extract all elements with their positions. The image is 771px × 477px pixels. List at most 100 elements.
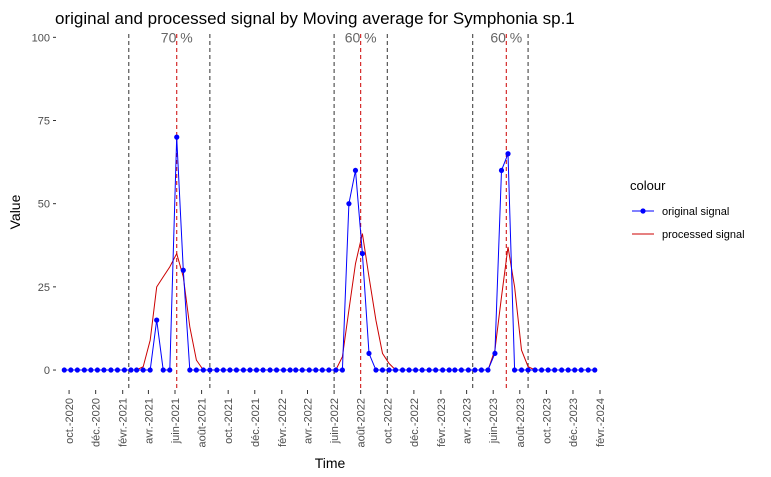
original-signal-point [419, 367, 425, 373]
vertical-reference-lines [128, 34, 529, 390]
original-signal-point [280, 367, 287, 373]
original-signal-point [359, 250, 366, 257]
original-signal-point [313, 367, 319, 373]
original-signal-point [233, 367, 240, 373]
x-tick-label: déc.-2023 [568, 398, 580, 447]
x-tick-label: avr.-2022 [303, 398, 315, 444]
original-signal-point [253, 367, 260, 373]
original-signal-point [552, 367, 558, 373]
x-tick-label: juin-2023 [488, 398, 500, 444]
x-tick-label: oct.-2022 [382, 398, 394, 444]
original-signal-point [227, 367, 233, 373]
original-signal-point [518, 367, 525, 373]
original-signal-point [379, 367, 386, 373]
original-signal-point [392, 367, 399, 373]
x-tick-label: févr.-2022 [277, 398, 289, 447]
original-signal-point [505, 151, 511, 157]
original-signal-point [498, 167, 505, 174]
original-signal-point [346, 201, 352, 207]
original-signal-point [532, 367, 538, 373]
processed-signal-line [64, 233, 595, 371]
original-signal-point [287, 367, 293, 373]
original-signal-point [267, 367, 273, 373]
original-signal-point [68, 367, 74, 373]
original-signal-point [187, 367, 193, 373]
original-signal-point [88, 367, 94, 373]
original-signal-point [174, 134, 180, 140]
x-tick-label: oct.-2021 [223, 398, 235, 444]
x-tick-label: août-2023 [515, 398, 527, 448]
original-signal-line [64, 137, 595, 371]
original-signal-point [538, 367, 545, 373]
original-signal-point [433, 367, 439, 373]
x-tick-label: févr.-2024 [595, 398, 607, 447]
original-signal-point [128, 367, 134, 373]
original-signal-point [121, 367, 128, 373]
original-signal-point [399, 367, 406, 373]
original-signal-point [525, 367, 531, 373]
original-signal-point [299, 367, 305, 373]
original-signal-point [511, 367, 518, 373]
legend: colour original signal processed signal [630, 178, 745, 241]
series-layer [61, 134, 598, 373]
x-axis: oct.-2020 déc.-2020 févr.-2021 avr.-2021 jui… [64, 390, 607, 448]
original-signal-point [545, 367, 551, 373]
x-tick-label: juin-2022 [329, 398, 341, 444]
original-signal-point [352, 167, 359, 174]
original-signal-point [478, 367, 485, 373]
y-axis: 0 25 50 75 100 [32, 32, 56, 377]
original-signal-point [572, 367, 578, 373]
original-signal-point [140, 367, 146, 373]
original-signal-point [167, 367, 173, 373]
original-signal-point [366, 350, 372, 357]
y-tick-label: 50 [38, 199, 50, 211]
x-tick-label: juin-2021 [170, 398, 182, 444]
original-signal-point [426, 367, 432, 373]
original-signal-point [458, 367, 464, 373]
original-signal-point [247, 367, 253, 373]
original-signal-point [339, 367, 345, 373]
original-signal-point [565, 367, 571, 373]
legend-label-processed: processed signal [662, 229, 745, 241]
peak-percentage-label: 70 % [161, 29, 193, 45]
legend-item-processed: processed signal [632, 229, 745, 241]
legend-title: colour [630, 178, 666, 193]
x-axis-label: Time [315, 455, 346, 471]
x-tick-label: avr.-2021 [143, 398, 155, 444]
original-signal-point [220, 367, 226, 373]
original-signal-point [114, 367, 121, 373]
original-signal-point [440, 367, 446, 373]
original-signal-point [578, 367, 584, 373]
x-tick-label: févr.-2021 [118, 398, 130, 447]
original-signal-point [61, 367, 67, 373]
y-tick-label: 0 [44, 365, 50, 377]
original-signal-point [214, 367, 220, 373]
x-tick-label: févr.-2023 [436, 398, 448, 447]
y-tick-label: 100 [32, 32, 50, 44]
original-signal-point [592, 367, 598, 373]
original-signal-point [306, 367, 312, 373]
original-signal-point [333, 367, 339, 373]
original-signal-point [154, 317, 160, 323]
x-tick-label: août-2022 [356, 398, 368, 448]
original-signal-point [180, 267, 186, 273]
original-signal-point [472, 367, 478, 373]
original-signal-point [319, 367, 325, 373]
original-signal-point [585, 367, 591, 373]
legend-label-original: original signal [662, 206, 729, 218]
original-signal-point [406, 367, 412, 373]
x-tick-label: août-2021 [197, 398, 209, 448]
peak-percentage-label: 60 % [345, 29, 377, 45]
annotations: 70 % 60 % 60 % [161, 29, 522, 45]
x-tick-label: déc.-2020 [91, 398, 103, 447]
x-tick-label: avr.-2023 [462, 398, 474, 444]
original-signal-point [446, 367, 452, 373]
original-signal-point [94, 367, 101, 373]
original-signal-point [452, 367, 458, 373]
chart-title: original and processed signal by Moving … [55, 9, 575, 28]
original-signal-point [465, 367, 471, 373]
plot-area: 0 25 50 75 100 oct.-2020 déc.-2020 févr.-2021 a… [32, 29, 607, 447]
x-tick-label: déc.-2022 [409, 398, 421, 447]
x-tick-label: oct.-2023 [541, 398, 553, 444]
